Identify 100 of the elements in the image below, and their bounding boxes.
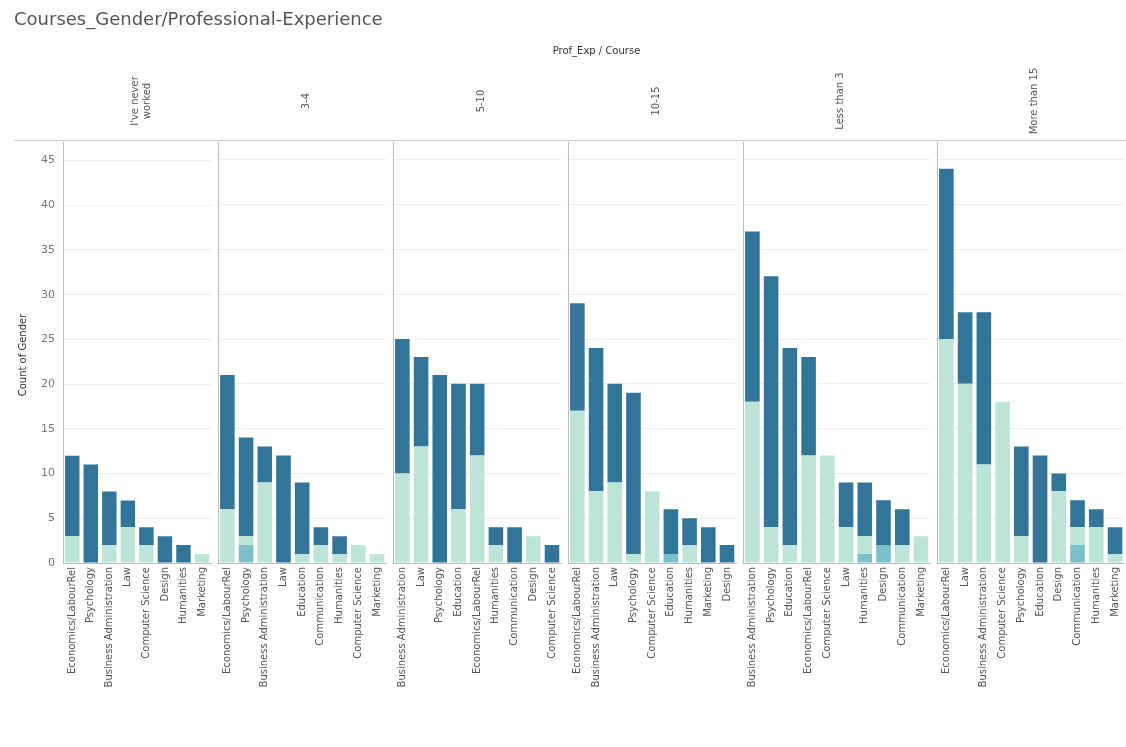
bar — [782, 348, 798, 546]
bar — [1088, 527, 1104, 563]
bar — [682, 518, 697, 546]
x-tick-label: Marketing — [1108, 567, 1120, 617]
bar — [488, 527, 504, 546]
bar — [1051, 473, 1067, 492]
x-tick-label: Business Administration — [745, 567, 757, 688]
chart-title: 3-4 — [299, 91, 312, 112]
bar — [957, 383, 973, 563]
bar — [238, 536, 254, 546]
bar — [820, 455, 835, 563]
chart-title: I've never worked — [128, 75, 153, 128]
bar — [682, 545, 697, 563]
bar — [65, 536, 80, 563]
bar — [102, 545, 117, 563]
x-tick-label: Business Administration — [589, 567, 601, 688]
y-tick-label: 15 — [41, 421, 55, 435]
bar — [626, 554, 641, 563]
bar — [369, 554, 385, 563]
x-tick-label: Design — [720, 567, 732, 602]
bar — [782, 545, 798, 563]
bar — [995, 401, 1010, 563]
bar — [588, 491, 604, 563]
x-tick-label: Computer Science — [996, 567, 1008, 659]
bar — [1107, 554, 1123, 563]
x-tick-label: Psychology — [627, 566, 639, 624]
x-tick-label: Marketing — [195, 567, 207, 617]
bar — [413, 356, 429, 447]
bar — [644, 491, 660, 563]
x-tick-label: Education — [452, 567, 464, 617]
bar — [1107, 527, 1123, 555]
bar — [294, 554, 310, 563]
x-tick-label: Computer Science — [351, 567, 363, 659]
x-tick-label: Communication — [1071, 567, 1083, 646]
bar — [876, 500, 891, 546]
bar — [570, 303, 585, 411]
x-tick-label: Design — [158, 567, 170, 602]
y-tick-label: 20 — [41, 376, 55, 390]
x-tick-label: Law — [958, 567, 970, 587]
bar — [663, 554, 679, 563]
x-tick-label: Communication — [314, 567, 326, 646]
bar — [469, 383, 485, 456]
x-tick-label: Business Administration — [102, 567, 114, 688]
bar — [176, 545, 191, 563]
bar — [65, 455, 80, 537]
x-tick-label: Economics/LabourRel — [802, 567, 814, 675]
bar — [745, 231, 760, 402]
bar — [570, 410, 585, 563]
bar — [451, 383, 466, 510]
bar — [432, 374, 448, 563]
x-tick-label: Computer Science — [139, 567, 151, 659]
y-axis-title: Count of Gender — [16, 313, 28, 397]
bar — [194, 554, 210, 563]
x-tick-label: Economics/LabourRel — [470, 567, 482, 675]
bar — [838, 527, 854, 563]
bar — [1014, 446, 1029, 537]
bar — [238, 545, 254, 563]
bar — [1014, 536, 1029, 563]
bar — [976, 312, 992, 465]
x-tick-label: Education — [783, 567, 795, 617]
bar — [894, 509, 910, 546]
x-tick-label: Economics/LabourRel — [939, 567, 951, 675]
bar — [313, 527, 329, 546]
x-tick-label: Marketing — [914, 567, 926, 617]
y-tick-label: 5 — [48, 511, 55, 525]
x-tick-label: Design — [526, 567, 538, 602]
bar — [469, 455, 485, 563]
x-tick-label: Marketing — [370, 567, 382, 617]
bar — [719, 545, 735, 563]
x-tick-label: Design — [877, 567, 889, 602]
bar — [294, 482, 310, 555]
bar — [313, 545, 329, 563]
bar — [976, 464, 992, 563]
x-tick-label: Humanities — [177, 567, 189, 624]
bar — [157, 536, 173, 563]
bar — [763, 527, 779, 563]
bar — [857, 482, 873, 537]
y-tick-label: 30 — [41, 287, 55, 301]
bar — [257, 482, 273, 563]
bar — [395, 473, 410, 563]
x-tick-label: Humanities — [489, 567, 501, 624]
x-tick-label: Law — [608, 567, 620, 587]
bar — [701, 527, 716, 563]
x-tick-label: Psychology — [84, 566, 96, 624]
x-tick-label: Humanities — [333, 567, 345, 624]
bar — [395, 339, 410, 474]
chart-title: 5-10 — [474, 88, 487, 115]
bar — [120, 527, 136, 563]
text: Courses_Gender/Professional-Experience — [14, 8, 383, 29]
bar — [332, 554, 347, 563]
bar — [526, 536, 541, 563]
bar — [913, 536, 929, 563]
bar — [413, 446, 429, 563]
x-tick-label: Economics/LabourRel — [65, 567, 77, 675]
y-tick-label: 35 — [41, 242, 55, 256]
x-tick-label: Computer Science — [645, 567, 657, 659]
x-tick-label: Humanities — [1089, 567, 1101, 624]
bar — [507, 527, 522, 563]
y-tick-label: 0 — [48, 555, 55, 569]
bar — [663, 509, 679, 555]
